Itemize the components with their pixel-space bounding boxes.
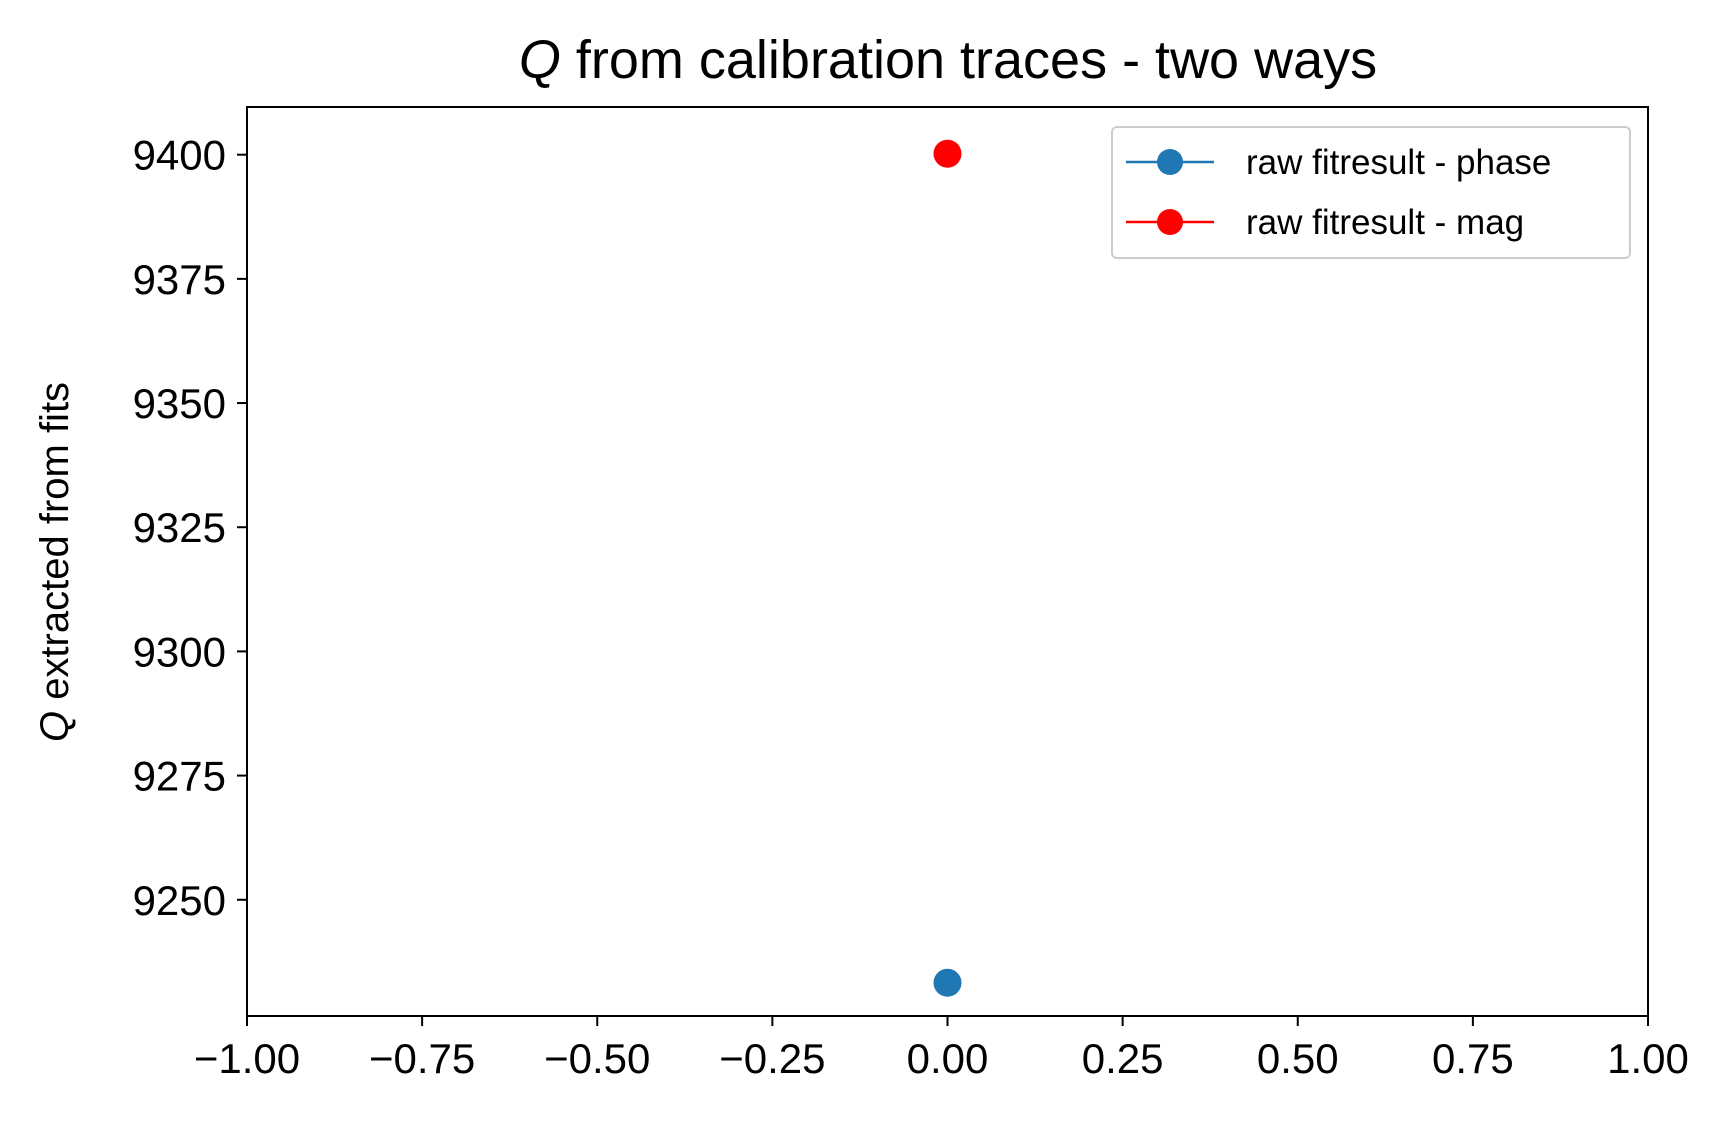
data-points <box>933 139 962 997</box>
y-tick-label: 9400 <box>133 132 226 179</box>
x-tick-label: 0.00 <box>907 1035 989 1082</box>
y-axis-ticks: 9250 9275 9300 9325 9350 9375 9400 <box>133 132 247 924</box>
legend-marker <box>1157 209 1183 235</box>
y-tick-label: 9300 <box>133 628 226 675</box>
y-tick-label: 9275 <box>133 753 226 800</box>
y-tick-label: 9325 <box>133 504 226 551</box>
chart-title: Q from calibration traces - two ways <box>519 30 1377 90</box>
legend-marker <box>1157 149 1183 175</box>
x-tick-label: 1.00 <box>1607 1035 1689 1082</box>
legend-label: raw fitresult - mag <box>1246 203 1524 242</box>
data-point-series-1 <box>933 968 962 997</box>
x-tick-label: 0.25 <box>1082 1035 1164 1082</box>
y-axis-label: Q extracted from fits <box>33 382 77 742</box>
x-tick-label: −1.00 <box>194 1035 300 1082</box>
x-axis-ticks: −1.00 −0.75 −0.50 −0.25 0.00 0.25 0.50 0.75 1.00 <box>194 1016 1689 1082</box>
legend-frame <box>1111 126 1631 259</box>
data-point-series-2 <box>933 139 962 168</box>
x-tick-label: −0.50 <box>544 1035 650 1082</box>
x-tick-label: −0.25 <box>719 1035 825 1082</box>
y-tick-label: 9350 <box>133 380 226 427</box>
legend-label: raw fitresult - phase <box>1246 143 1551 182</box>
legend: raw fitresult - phase raw fitresult - mag <box>1111 126 1631 259</box>
x-tick-label: −0.75 <box>369 1035 475 1082</box>
x-tick-label: 0.50 <box>1257 1035 1339 1082</box>
y-tick-label: 9250 <box>133 877 226 924</box>
y-tick-label: 9375 <box>133 256 226 303</box>
x-tick-label: 0.75 <box>1432 1035 1514 1082</box>
